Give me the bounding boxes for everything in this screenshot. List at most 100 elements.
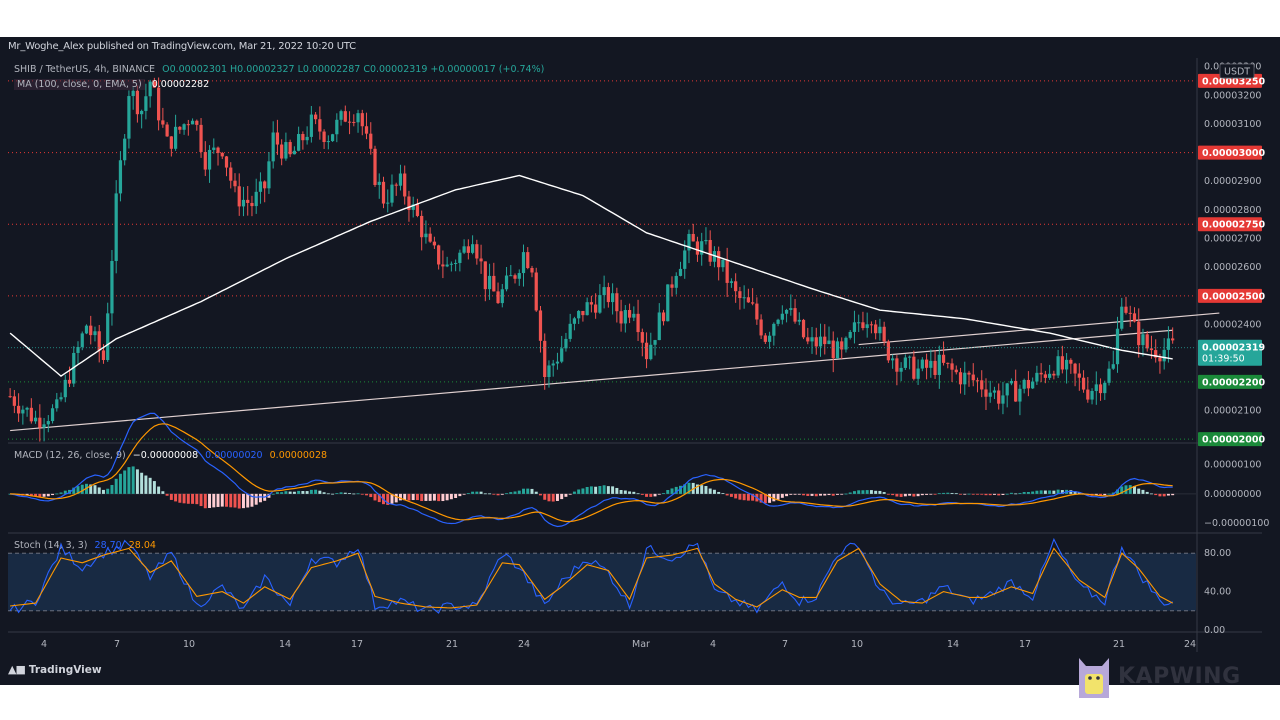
macd-histogram-bar bbox=[220, 493, 224, 507]
candle-body bbox=[403, 173, 407, 197]
macd-histogram-bar bbox=[377, 493, 381, 503]
macd-tick-label: 0.00000100 bbox=[1204, 460, 1261, 471]
macd-histogram-bar bbox=[594, 486, 598, 494]
candle-body bbox=[305, 136, 309, 141]
candle-body bbox=[967, 372, 971, 375]
macd-histogram-bar bbox=[835, 493, 839, 495]
macd-histogram-bar bbox=[759, 493, 763, 503]
candle-body bbox=[1081, 377, 1086, 390]
tradingview-wordmark: TradingView bbox=[28, 663, 102, 676]
time-tick-label: 21 bbox=[446, 639, 458, 650]
candle-body bbox=[734, 281, 738, 292]
candle-body bbox=[1107, 368, 1111, 383]
macd-histogram-bar bbox=[63, 490, 67, 494]
macd-histogram-bar bbox=[568, 493, 572, 495]
macd-histogram-bar bbox=[208, 493, 212, 508]
macd-group bbox=[8, 412, 1196, 528]
candle-body bbox=[237, 186, 241, 207]
ma-legend: MA (100, close, 0, EMA, 5) 0.00002282 bbox=[14, 79, 209, 90]
macd-label[interactable]: MACD (12, 26, close, 9) bbox=[14, 450, 126, 461]
candle-body bbox=[882, 326, 886, 342]
macd-histogram-bar bbox=[653, 493, 657, 497]
candle-body bbox=[93, 331, 97, 336]
macd-histogram-bar bbox=[267, 493, 271, 498]
macd-histogram-bar bbox=[258, 493, 262, 503]
candle-body bbox=[212, 147, 216, 150]
macd-histogram-bar bbox=[585, 486, 589, 494]
macd-histogram-bar bbox=[297, 490, 301, 494]
countdown-label: 01:39:50 bbox=[1202, 354, 1245, 365]
candle-body bbox=[615, 293, 619, 312]
macd-histogram-bar bbox=[471, 491, 475, 494]
macd-histogram-bar bbox=[1073, 491, 1077, 494]
candle-body bbox=[284, 142, 288, 159]
candle-body bbox=[644, 342, 649, 360]
candle-body bbox=[1103, 382, 1107, 394]
candle-body bbox=[577, 310, 581, 319]
macd-histogram-bar bbox=[390, 493, 394, 504]
price-tick-label: 0.00002800 bbox=[1204, 205, 1261, 216]
candle-body bbox=[369, 133, 373, 149]
macd-histogram-bar bbox=[152, 481, 156, 494]
candle-body bbox=[220, 152, 224, 157]
candle-body bbox=[38, 417, 42, 428]
macd-histogram-bar bbox=[1069, 490, 1073, 494]
tradingview-logo[interactable]: ▲■ TradingView bbox=[8, 663, 102, 676]
macd-histogram-bar bbox=[925, 493, 929, 495]
kapwing-wordmark: KAPWING bbox=[1118, 663, 1241, 689]
candle-body bbox=[118, 160, 123, 194]
macd-histogram-bar bbox=[683, 484, 687, 494]
candle-body bbox=[21, 409, 25, 414]
candle-body bbox=[941, 354, 946, 363]
stoch-d-value: 28.04 bbox=[128, 540, 156, 551]
macd-histogram-bar bbox=[772, 493, 776, 502]
macd-histogram-bar bbox=[420, 493, 424, 502]
macd-histogram-bar bbox=[191, 493, 195, 504]
candle-body bbox=[818, 336, 823, 347]
candle-body bbox=[653, 340, 657, 345]
stoch-group bbox=[8, 537, 1196, 614]
candle-body bbox=[683, 250, 687, 269]
symbol-label[interactable]: SHIB / TetherUS, 4h, BINANCE bbox=[14, 64, 156, 75]
candle-body bbox=[1171, 338, 1175, 341]
macd-histogram-bar bbox=[254, 493, 258, 505]
macd-histogram-bar bbox=[1171, 493, 1175, 496]
candle-body bbox=[963, 372, 967, 385]
macd-histogram-bar bbox=[212, 493, 216, 508]
currency-label: USDT bbox=[1224, 67, 1250, 78]
macd-histogram-bar bbox=[280, 492, 284, 494]
candle-body bbox=[386, 202, 390, 204]
candle-body bbox=[229, 167, 233, 181]
macd-histogram-bar bbox=[729, 493, 733, 497]
candle-body bbox=[59, 397, 63, 400]
macd-histogram-bar bbox=[657, 493, 661, 495]
candle-body bbox=[627, 310, 632, 318]
macd-histogram-bar bbox=[1035, 490, 1039, 494]
candle-body bbox=[695, 241, 700, 255]
ma-label[interactable]: MA (100, close, 0, EMA, 5) bbox=[14, 79, 145, 90]
stoch-label[interactable]: Stoch (14, 3, 3) bbox=[14, 540, 88, 551]
candle-body bbox=[767, 335, 772, 342]
candle-body bbox=[63, 379, 67, 398]
candle-body bbox=[649, 344, 653, 360]
macd-histogram-bar bbox=[505, 493, 509, 495]
macd-histogram-bar bbox=[97, 487, 101, 494]
macd-histogram-bar bbox=[1116, 489, 1119, 494]
candle-body bbox=[543, 340, 547, 378]
candle-body bbox=[428, 233, 432, 242]
macd-histogram-bar bbox=[1043, 490, 1047, 494]
macd-histogram-bar bbox=[458, 493, 462, 497]
macd-histogram-bar bbox=[776, 493, 780, 500]
macd-histogram-bar bbox=[827, 493, 831, 496]
macd-histogram-bar bbox=[920, 493, 924, 496]
candle-body bbox=[123, 138, 127, 161]
currency-box bbox=[1219, 63, 1255, 79]
ema-line bbox=[9, 174, 1173, 377]
macd-histogram-bar bbox=[1120, 486, 1124, 494]
macd-histogram-bar bbox=[1001, 493, 1005, 495]
candle-body bbox=[360, 113, 364, 127]
candle-body bbox=[131, 90, 135, 97]
macd-histogram-bar bbox=[1103, 493, 1107, 496]
macd-histogram-bar bbox=[148, 477, 152, 494]
